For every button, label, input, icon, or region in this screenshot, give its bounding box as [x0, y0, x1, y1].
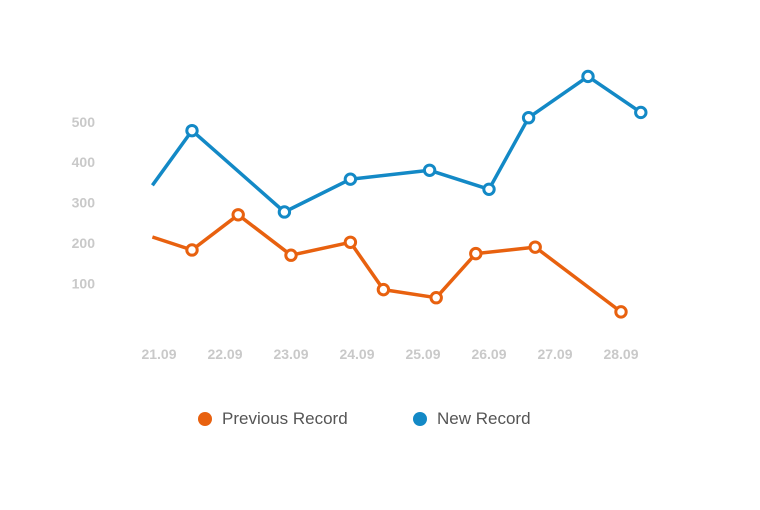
data-point-previous-record[interactable]	[376, 282, 391, 297]
data-point-new-record[interactable]	[185, 123, 199, 138]
x-tick-label: 22.09	[207, 346, 242, 362]
x-tick-label: 25.09	[405, 346, 440, 362]
x-tick-label: 26.09	[471, 346, 506, 362]
series-line-new-record	[150, 74, 642, 214]
data-point-previous-record[interactable]	[614, 305, 628, 319]
y-axis-ticks: 100 200 300 400 500	[72, 114, 96, 292]
data-point-previous-record[interactable]	[469, 246, 483, 261]
y-tick-label: 100	[72, 276, 96, 292]
data-point-new-record[interactable]	[422, 163, 437, 177]
data-point-previous-record[interactable]	[429, 291, 443, 305]
legend-swatch-new-record	[413, 412, 427, 426]
data-point-previous-record[interactable]	[343, 235, 358, 249]
data-point-new-record[interactable]	[343, 172, 358, 186]
y-tick-label: 400	[72, 154, 96, 170]
data-point-new-record[interactable]	[634, 105, 648, 120]
legend-label-new-record: New Record	[437, 409, 531, 428]
legend-item-new-record[interactable]: New Record	[413, 407, 531, 431]
data-point-previous-record[interactable]	[284, 248, 298, 262]
legend-item-previous-record[interactable]: Previous Record	[198, 407, 348, 431]
data-point-new-record[interactable]	[277, 205, 292, 219]
legend-swatch-previous-record	[198, 412, 212, 426]
data-point-previous-record[interactable]	[185, 243, 199, 257]
x-tick-label: 28.09	[603, 346, 638, 362]
x-tick-label: 27.09	[537, 346, 572, 362]
x-axis-ticks: 21.09 22.09 23.09 24.09 25.09 26.09 27.09 28.09	[141, 346, 638, 362]
series-markers	[185, 69, 648, 319]
legend-label-previous-record: Previous Record	[222, 409, 348, 428]
x-tick-label: 24.09	[339, 346, 374, 362]
legend: Previous Record New Record	[0, 407, 760, 431]
series-line-previous-record	[151, 213, 623, 314]
y-tick-label: 200	[72, 235, 96, 251]
series-lines	[150, 74, 642, 314]
data-point-new-record[interactable]	[581, 69, 595, 84]
data-point-previous-record[interactable]	[231, 208, 245, 222]
y-tick-label: 300	[72, 195, 96, 211]
y-tick-label: 500	[72, 114, 96, 130]
data-point-new-record[interactable]	[482, 182, 496, 197]
data-point-previous-record[interactable]	[528, 240, 542, 254]
x-tick-label: 21.09	[141, 346, 176, 362]
x-tick-label: 23.09	[273, 346, 308, 362]
data-point-new-record[interactable]	[521, 111, 536, 125]
